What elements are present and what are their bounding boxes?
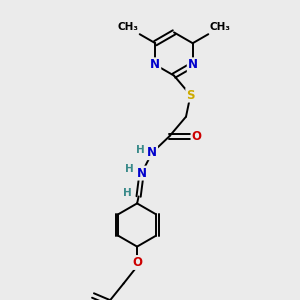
Text: O: O <box>191 130 202 143</box>
Text: CH₃: CH₃ <box>210 22 231 32</box>
Text: H: H <box>136 145 145 155</box>
Text: H: H <box>124 164 134 175</box>
Text: H: H <box>123 188 132 199</box>
Text: N: N <box>150 58 160 71</box>
Text: N: N <box>136 167 147 180</box>
Text: N: N <box>188 58 198 71</box>
Text: CH₃: CH₃ <box>117 22 138 32</box>
Text: N: N <box>147 146 157 159</box>
Text: S: S <box>186 88 195 102</box>
Text: O: O <box>132 256 142 269</box>
